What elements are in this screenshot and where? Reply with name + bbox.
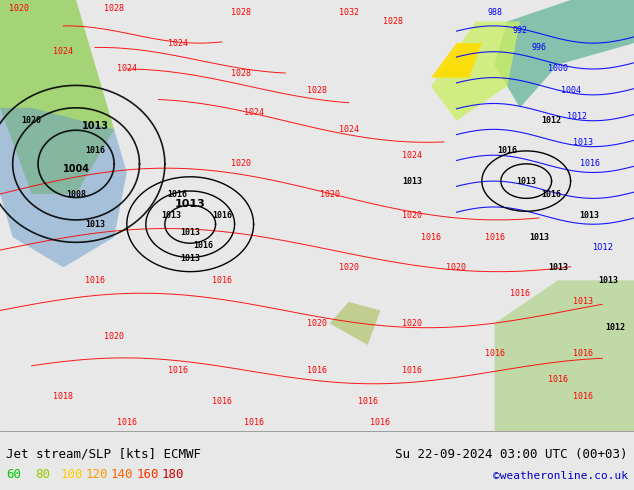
Text: 1013: 1013	[598, 276, 619, 285]
Text: 1013: 1013	[579, 211, 600, 220]
Text: 1013: 1013	[180, 254, 200, 263]
Text: 1020: 1020	[22, 116, 42, 125]
Polygon shape	[0, 108, 127, 268]
Text: 1012: 1012	[592, 243, 613, 252]
Text: Jet stream/SLP [kts] ECMWF: Jet stream/SLP [kts] ECMWF	[6, 448, 202, 461]
Text: 1016: 1016	[579, 159, 600, 169]
Text: 1004: 1004	[560, 86, 581, 95]
Polygon shape	[431, 22, 520, 121]
Text: 1016: 1016	[212, 396, 232, 406]
Polygon shape	[431, 43, 482, 77]
Text: 1028: 1028	[231, 69, 251, 78]
Text: 1028: 1028	[307, 86, 327, 95]
Text: 1024: 1024	[339, 125, 359, 134]
Text: 1013: 1013	[161, 211, 181, 220]
Text: 1024: 1024	[53, 47, 74, 56]
Text: 1016: 1016	[307, 367, 327, 375]
Text: 1028: 1028	[383, 17, 403, 26]
Text: 992: 992	[512, 25, 527, 35]
Text: 1016: 1016	[573, 392, 593, 401]
Text: 140: 140	[111, 468, 133, 481]
Text: 1012: 1012	[605, 323, 625, 332]
Text: 996: 996	[531, 43, 547, 52]
Text: 1020: 1020	[307, 319, 327, 328]
Text: 1013: 1013	[529, 233, 549, 242]
Text: 1013: 1013	[516, 176, 536, 186]
Text: 1016: 1016	[510, 289, 530, 298]
Text: 160: 160	[136, 468, 158, 481]
Text: 1024: 1024	[117, 65, 137, 74]
Text: 1013: 1013	[573, 297, 593, 306]
Text: 1020: 1020	[402, 319, 422, 328]
Text: 1016: 1016	[117, 418, 137, 427]
Text: 1013: 1013	[175, 199, 205, 209]
Text: 180: 180	[162, 468, 184, 481]
Text: 1013: 1013	[402, 176, 422, 186]
Text: 1024: 1024	[402, 151, 422, 160]
Polygon shape	[0, 0, 114, 194]
Text: 1024: 1024	[243, 108, 264, 117]
Text: 1016: 1016	[167, 190, 188, 198]
Text: 1016: 1016	[85, 147, 105, 155]
Text: 1020: 1020	[339, 263, 359, 272]
Text: 1032: 1032	[339, 8, 359, 18]
Text: 1016: 1016	[193, 241, 213, 250]
Text: 1013: 1013	[82, 122, 108, 131]
Text: 1016: 1016	[212, 276, 232, 285]
Text: Su 22-09-2024 03:00 UTC (00+03): Su 22-09-2024 03:00 UTC (00+03)	[395, 448, 628, 461]
Text: 1028: 1028	[104, 4, 124, 13]
Text: 1016: 1016	[573, 349, 593, 358]
Text: 1020: 1020	[104, 332, 124, 341]
Text: 1016: 1016	[548, 375, 568, 384]
Text: ©weatheronline.co.uk: ©weatheronline.co.uk	[493, 471, 628, 481]
Text: 1004: 1004	[63, 165, 89, 174]
Text: 1016: 1016	[484, 349, 505, 358]
Text: 80: 80	[35, 468, 50, 481]
Text: 1016: 1016	[497, 147, 517, 155]
Text: 1016: 1016	[243, 418, 264, 427]
Text: 1000: 1000	[548, 65, 568, 74]
Text: 1028: 1028	[231, 8, 251, 18]
Text: 1016: 1016	[167, 367, 188, 375]
Polygon shape	[495, 0, 634, 108]
Polygon shape	[330, 302, 380, 345]
Text: 1013: 1013	[180, 228, 200, 237]
Text: 60: 60	[6, 468, 22, 481]
Text: 988: 988	[487, 8, 502, 18]
Text: 1016: 1016	[212, 211, 232, 220]
Text: 1012: 1012	[541, 116, 562, 125]
Text: 1016: 1016	[85, 276, 105, 285]
Text: 1020: 1020	[9, 4, 29, 13]
Text: 1016: 1016	[402, 367, 422, 375]
Text: 1024: 1024	[167, 39, 188, 48]
Text: 1020: 1020	[446, 263, 467, 272]
Text: 1013: 1013	[573, 138, 593, 147]
Text: 1020: 1020	[231, 159, 251, 169]
Text: 1018: 1018	[53, 392, 74, 401]
Text: 1012: 1012	[567, 112, 587, 121]
Text: 100: 100	[60, 468, 82, 481]
Text: 1016: 1016	[421, 233, 441, 242]
Text: 1013: 1013	[85, 220, 105, 229]
Text: 120: 120	[86, 468, 108, 481]
Text: 1020: 1020	[402, 211, 422, 220]
Text: 1016: 1016	[541, 190, 562, 198]
Text: 1016: 1016	[358, 396, 378, 406]
Text: 1020: 1020	[320, 190, 340, 198]
Text: 1016: 1016	[370, 418, 391, 427]
Text: 1013: 1013	[548, 263, 568, 272]
Polygon shape	[495, 280, 634, 431]
Text: 1016: 1016	[484, 233, 505, 242]
Text: 1008: 1008	[66, 190, 86, 198]
